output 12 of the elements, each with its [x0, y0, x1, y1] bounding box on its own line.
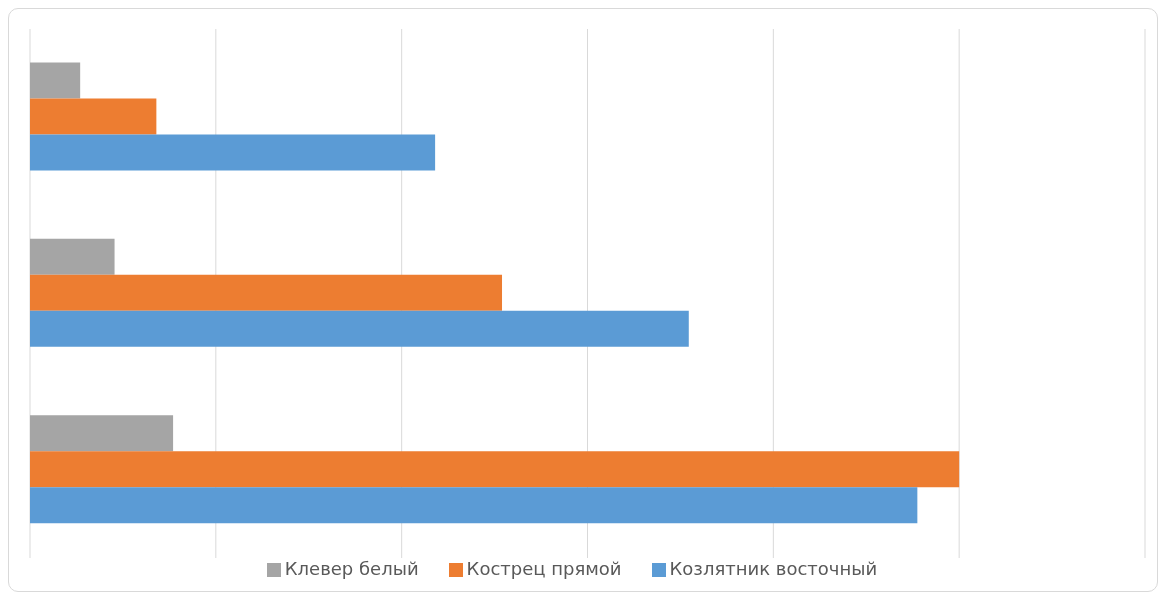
bar	[30, 415, 174, 452]
bar	[30, 62, 81, 99]
bar	[30, 274, 503, 311]
bar	[30, 310, 689, 347]
legend-label: Козлятник восточный	[669, 558, 878, 579]
bar	[30, 98, 157, 135]
legend-label: Кострец прямой	[466, 558, 622, 579]
bar	[30, 487, 918, 524]
legend-label: Клевер белый	[284, 558, 419, 579]
bar	[30, 134, 436, 171]
bar	[30, 238, 115, 275]
bar	[30, 451, 960, 488]
